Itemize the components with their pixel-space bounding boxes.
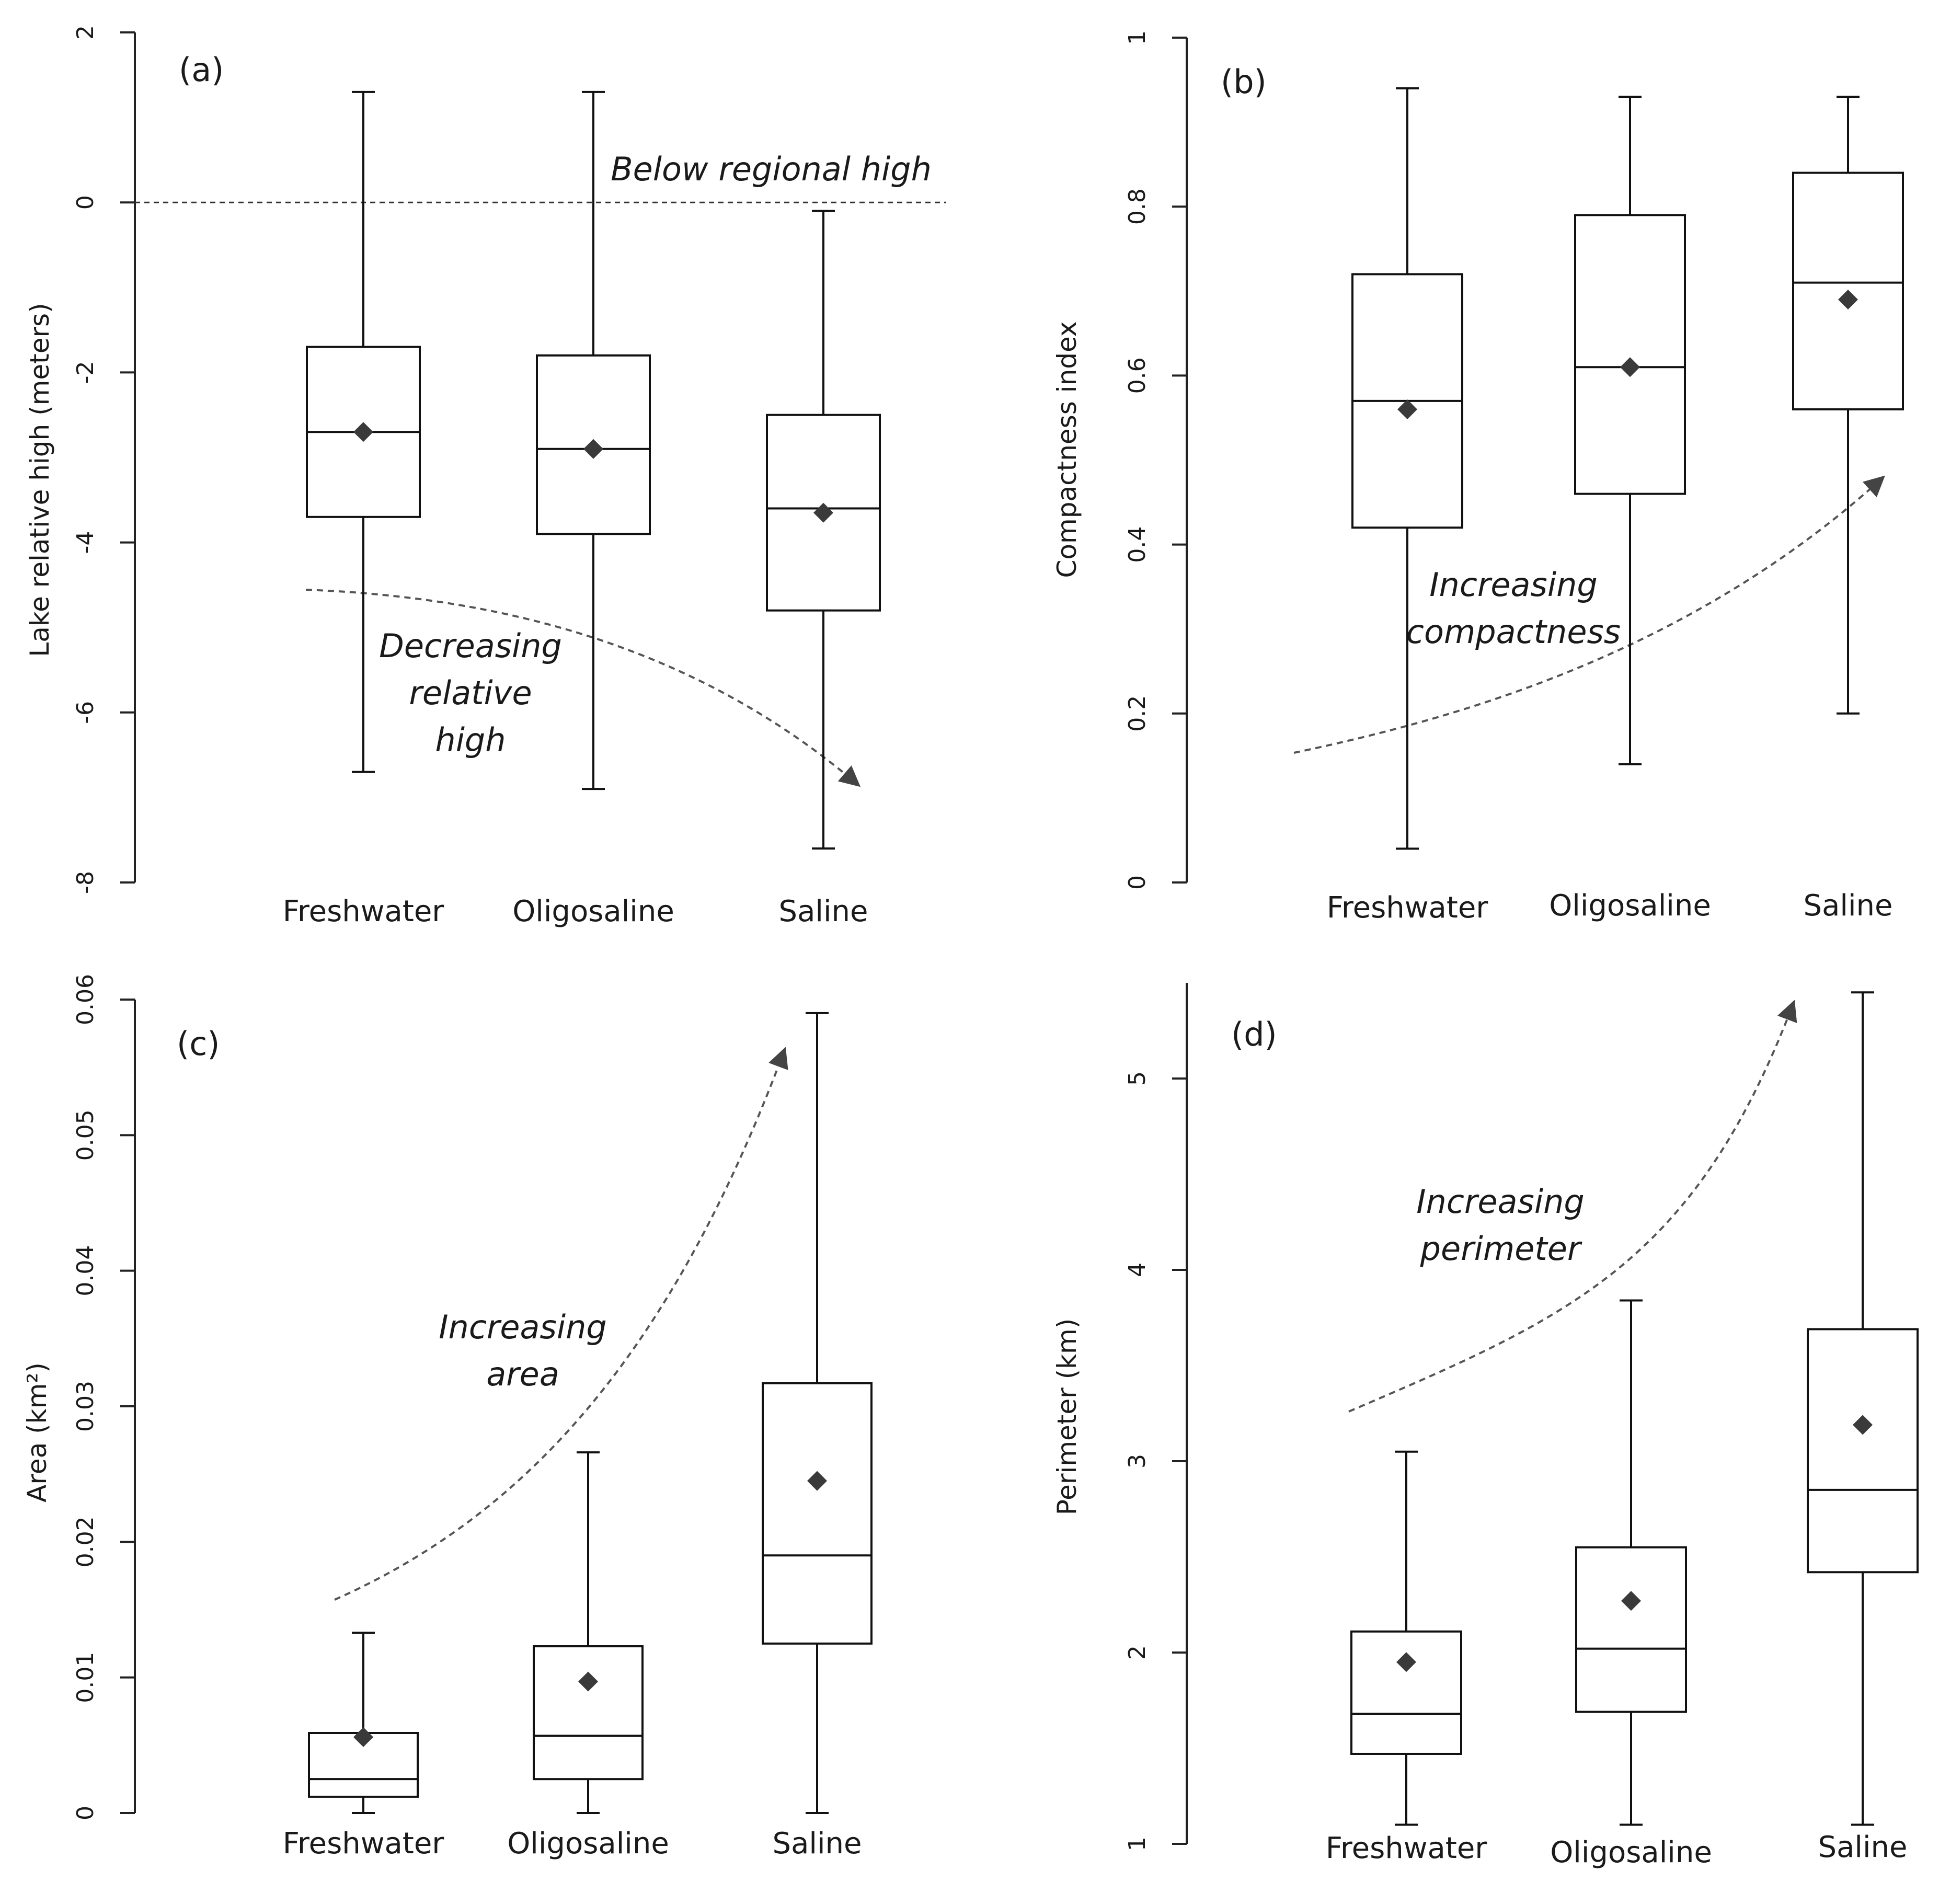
category-label: Freshwater <box>283 1827 445 1861</box>
category-label: Freshwater <box>1326 1831 1488 1865</box>
box-oligosaline <box>536 90 651 790</box>
box-freshwater <box>308 1632 419 1814</box>
y-tick-label: 3 <box>1124 1454 1151 1469</box>
box-saline <box>762 1012 873 1814</box>
y-tick-label: 1 <box>1124 30 1151 45</box>
panel-label: (b) <box>1221 63 1267 101</box>
category-label: Oligosaline <box>1550 1836 1712 1869</box>
y-tick-label: -2 <box>72 361 99 384</box>
y-tick-label: 4 <box>1124 1263 1151 1277</box>
y-tick-label: 2 <box>1124 1645 1151 1660</box>
box-oligosaline <box>1575 1299 1687 1826</box>
y-axis-label: Lake relative high (meters) <box>25 303 55 657</box>
panel-label: (a) <box>179 51 224 89</box>
y-tick-label: -6 <box>72 701 99 724</box>
reference-line-label: Below regional high <box>611 150 932 188</box>
mean-marker <box>1620 357 1640 377</box>
box-freshwater <box>1351 87 1463 850</box>
trend-label-line-3: high <box>435 721 506 759</box>
y-axis-label: Area (km²) <box>22 1362 52 1502</box>
y-tick-label: 0 <box>1124 875 1151 890</box>
category-label: Freshwater <box>283 894 445 928</box>
y-tick-label: 0.4 <box>1124 526 1151 563</box>
mean-marker <box>1853 1415 1873 1435</box>
y-tick-label: 5 <box>1124 1071 1151 1086</box>
panel-d: (d) Perimeter (km) Increasing perimeter … <box>1052 983 1919 1869</box>
mean-marker <box>1397 399 1417 420</box>
box-freshwater <box>306 90 421 773</box>
y-tick-label: 2 <box>72 25 99 40</box>
mean-marker <box>583 439 603 459</box>
trend-arrow <box>305 589 861 787</box>
mean-marker <box>578 1671 598 1692</box>
box-freshwater <box>1350 1450 1462 1826</box>
y-tick-label: -4 <box>72 531 99 554</box>
iqr-box <box>1807 1328 1919 1574</box>
y-tick-label: 0.01 <box>72 1652 99 1703</box>
panel-label: (c) <box>177 1025 220 1063</box>
y-tick-label: 0.06 <box>72 974 99 1025</box>
box-saline <box>1792 96 1904 715</box>
y-axis-label: Perimeter (km) <box>1052 1318 1082 1516</box>
y-tick-label: 0.03 <box>72 1381 99 1432</box>
mean-marker <box>813 502 833 523</box>
trend-label-line-1: Increasing <box>439 1308 606 1346</box>
trend-label-line-2: compactness <box>1406 613 1621 651</box>
y-tick-label: 0 <box>72 1806 99 1820</box>
trend-label-line-1: Decreasing <box>379 627 562 665</box>
iqr-box <box>762 1382 873 1645</box>
mean-marker <box>1396 1652 1416 1672</box>
y-tick-label: -8 <box>72 871 99 894</box>
iqr-box <box>1350 1630 1462 1755</box>
y-tick-label: 0 <box>72 195 99 210</box>
iqr-box <box>533 1645 644 1781</box>
box-oligosaline <box>1574 96 1686 765</box>
category-label: Saline <box>773 1827 862 1861</box>
category-label: Freshwater <box>1327 891 1489 925</box>
box-saline <box>1807 991 1919 1826</box>
category-label: Oligosaline <box>507 1827 669 1861</box>
iqr-box <box>1575 1546 1687 1713</box>
category-label: Saline <box>779 894 868 928</box>
panel-b: (b) Compactness index Increasing compact… <box>1052 30 1904 925</box>
trend-arrow <box>1348 1000 1797 1413</box>
iqr-box <box>1574 214 1686 495</box>
category-label: Oligosaline <box>512 894 674 928</box>
y-tick-label: 0.05 <box>72 1109 99 1161</box>
trend-label-line-1: Increasing <box>1429 566 1597 604</box>
y-tick-label: 0.02 <box>72 1516 99 1567</box>
box-oligosaline <box>533 1451 644 1814</box>
y-tick-label: 0.04 <box>72 1245 99 1297</box>
y-tick-label: 1 <box>1124 1837 1151 1851</box>
trend-label-line-2: area <box>486 1355 559 1393</box>
trend-arrow <box>334 1047 788 1601</box>
trend-label-line-1: Increasing <box>1416 1183 1584 1221</box>
box-saline <box>766 210 881 850</box>
category-label: Saline <box>1818 1830 1908 1864</box>
y-axis-label: Compactness index <box>1052 322 1082 578</box>
category-label: Saline <box>1804 889 1893 923</box>
category-label: Oligosaline <box>1549 889 1711 923</box>
mean-marker <box>353 1727 373 1747</box>
trend-arrow <box>1293 475 1885 754</box>
mean-marker <box>353 422 373 442</box>
y-tick-label: 0.8 <box>1124 188 1151 225</box>
panel-a: (a) Lake relative high (meters) Below re… <box>25 25 946 928</box>
trend-label-line-2: relative <box>409 674 532 712</box>
y-tick-label: 0.2 <box>1124 695 1151 732</box>
trend-label-line-2: perimeter <box>1420 1230 1582 1268</box>
mean-marker <box>807 1471 827 1491</box>
mean-marker <box>1838 289 1858 309</box>
mean-marker <box>1621 1591 1641 1611</box>
panel-label: (d) <box>1231 1015 1277 1053</box>
panel-c: (c) Area (km²) Increasing area 0 0.01 0.02… <box>22 974 873 1861</box>
y-tick-label: 0.6 <box>1124 357 1151 394</box>
